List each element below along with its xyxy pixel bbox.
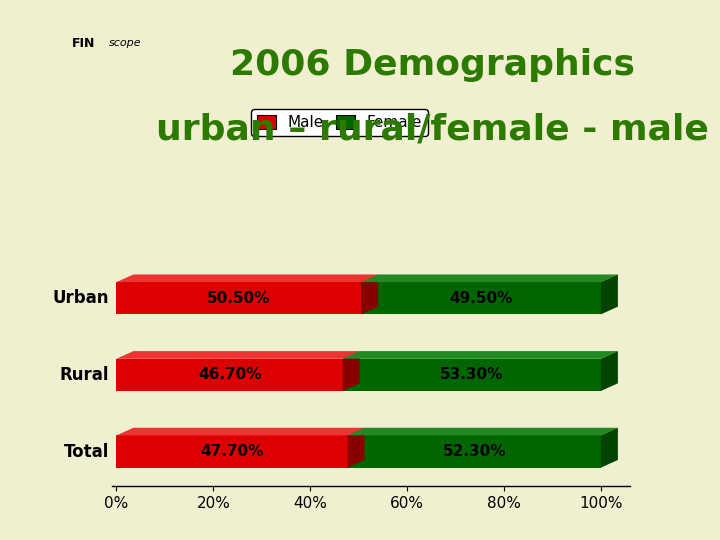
Text: 50.50%: 50.50% bbox=[207, 291, 271, 306]
Bar bbox=[117, 435, 348, 468]
Bar bbox=[117, 282, 361, 314]
Polygon shape bbox=[117, 274, 378, 282]
Bar bbox=[117, 359, 343, 391]
Polygon shape bbox=[343, 351, 360, 391]
Bar bbox=[348, 435, 601, 468]
Polygon shape bbox=[117, 428, 364, 435]
Text: Total: Total bbox=[64, 442, 109, 461]
Text: FIN: FIN bbox=[71, 37, 95, 50]
Text: scope: scope bbox=[109, 38, 142, 48]
Text: 49.50%: 49.50% bbox=[449, 291, 513, 306]
Text: urban – rural/female - male: urban – rural/female - male bbox=[156, 113, 708, 146]
Legend: Male, Female: Male, Female bbox=[251, 109, 428, 136]
Polygon shape bbox=[348, 428, 364, 468]
Polygon shape bbox=[601, 428, 618, 468]
Bar bbox=[361, 282, 601, 314]
Polygon shape bbox=[601, 274, 618, 314]
Polygon shape bbox=[361, 274, 618, 282]
Polygon shape bbox=[348, 428, 618, 435]
Text: 46.70%: 46.70% bbox=[198, 367, 261, 382]
Text: 52.30%: 52.30% bbox=[443, 444, 506, 459]
Bar bbox=[343, 359, 601, 391]
Text: Urban: Urban bbox=[53, 289, 109, 307]
Polygon shape bbox=[117, 351, 360, 359]
Text: 53.30%: 53.30% bbox=[440, 367, 503, 382]
Polygon shape bbox=[343, 351, 618, 359]
Polygon shape bbox=[601, 351, 618, 391]
Text: 47.70%: 47.70% bbox=[200, 444, 264, 459]
Text: 2006 Demographics: 2006 Demographics bbox=[230, 48, 634, 82]
Text: Rural: Rural bbox=[60, 366, 109, 384]
Polygon shape bbox=[361, 274, 378, 314]
